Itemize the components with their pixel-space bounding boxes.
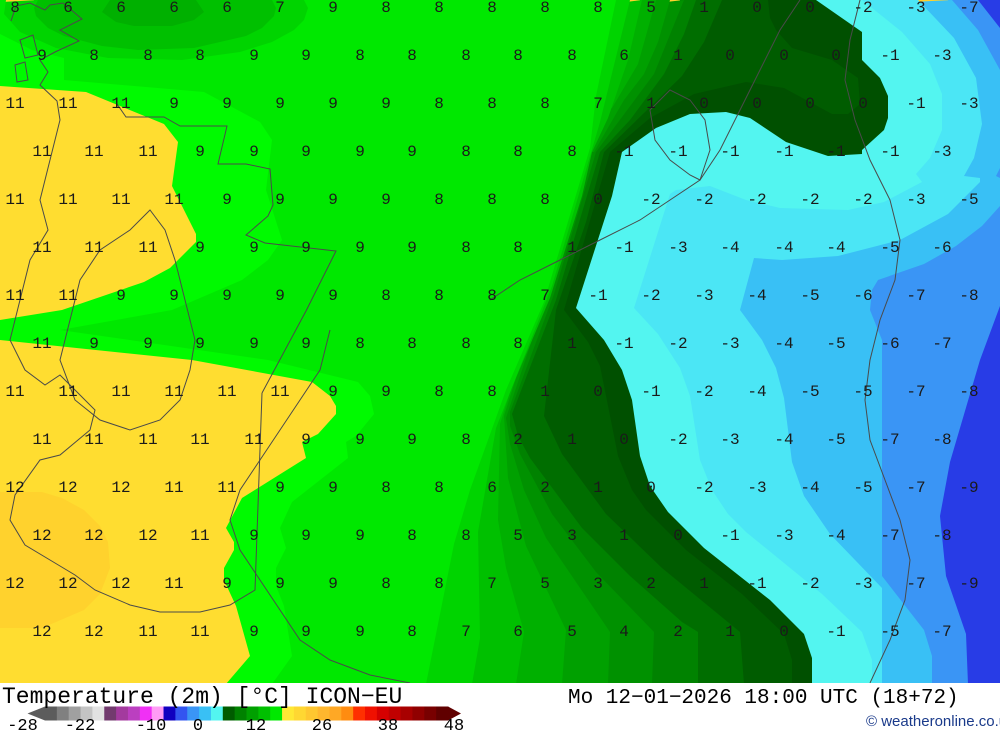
svg-text:© weatheronline.co.uk: © weatheronline.co.uk	[866, 713, 1000, 730]
svg-text:Temperature (2m) [°C] ICON−EU: Temperature (2m) [°C] ICON−EU	[2, 684, 402, 710]
svg-text:38: 38	[378, 717, 398, 733]
svg-text:Mo 12−01−2026 18:00 UTC (18+72: Mo 12−01−2026 18:00 UTC (18+72)	[568, 687, 959, 710]
svg-text:-28: -28	[7, 717, 38, 733]
svg-text:12: 12	[246, 717, 266, 733]
svg-text:-22: -22	[65, 717, 96, 733]
svg-text:0: 0	[193, 717, 203, 733]
svg-text:48: 48	[444, 717, 464, 733]
svg-text:-10: -10	[136, 717, 167, 733]
svg-text:26: 26	[312, 717, 332, 733]
